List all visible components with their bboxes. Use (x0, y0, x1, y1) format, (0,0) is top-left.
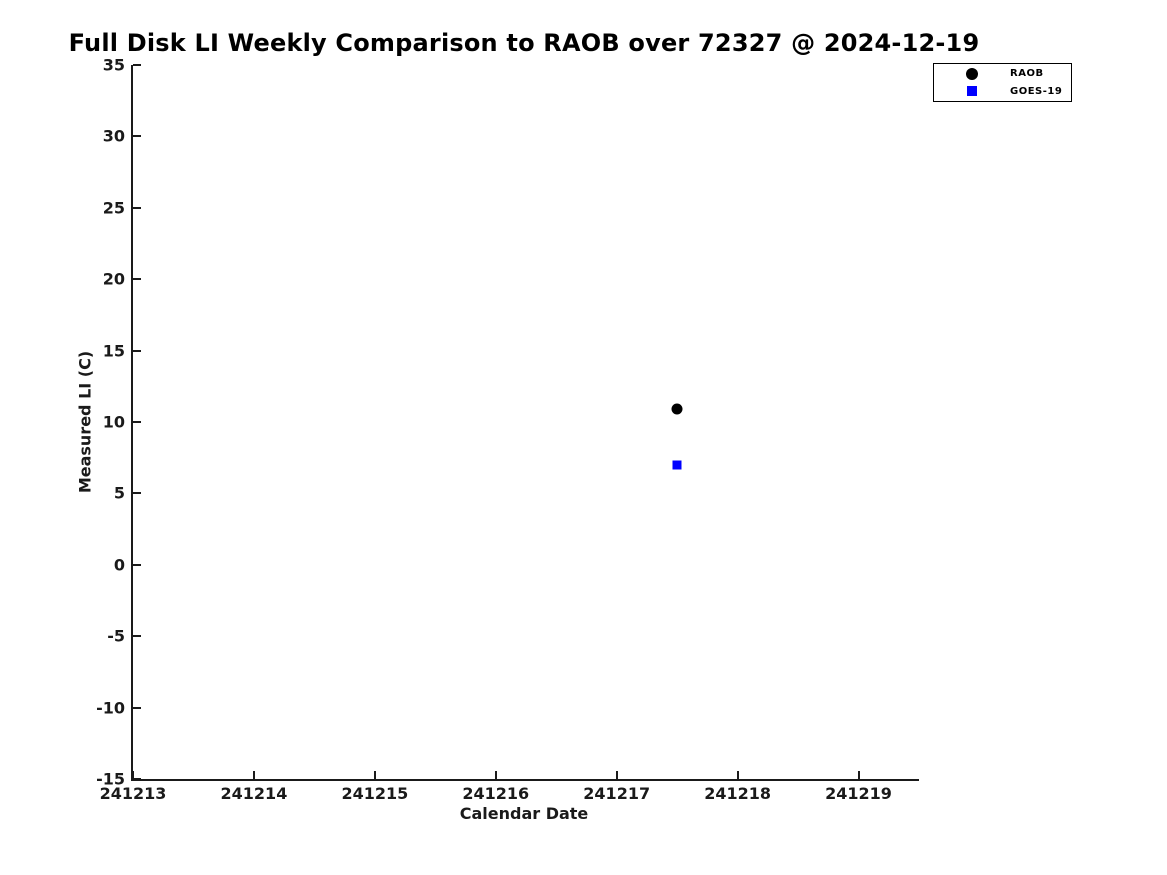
x-tick (736, 771, 739, 779)
x-tick (494, 771, 497, 779)
data-point-raob (671, 403, 683, 415)
raob-circle-icon (966, 67, 978, 80)
y-tick-label: 35 (102, 55, 125, 75)
y-tick (133, 778, 141, 780)
legend-marker-cell (960, 86, 984, 97)
x-tick (615, 771, 618, 779)
y-axis-label: Measured LI (C) (75, 350, 95, 494)
x-tick-label: 241213 (99, 784, 167, 803)
y-tick (133, 563, 141, 566)
x-tick (132, 771, 134, 779)
x-axis-label: Calendar Date (459, 804, 589, 823)
x-tick-label: 241215 (341, 784, 409, 803)
y-tick-label: 15 (102, 341, 125, 361)
x-tick (373, 771, 376, 779)
x-tick-label: 241214 (220, 784, 288, 803)
legend-marker-cell (960, 67, 984, 80)
x-tick (857, 771, 860, 779)
x-tick-label: 241219 (825, 784, 892, 803)
y-tick-label: 20 (102, 269, 125, 289)
y-tick-label: -10 (96, 698, 125, 718)
y-tick-label: 5 (113, 483, 125, 503)
y-tick-label: 10 (102, 412, 125, 432)
x-tick-label: 241218 (704, 784, 772, 803)
chart-title: Full Disk LI Weekly Comparison to RAOB o… (68, 29, 980, 57)
y-tick (133, 492, 141, 495)
legend-label-goes-19: GOES-19 (1010, 85, 1063, 97)
x-tick (252, 771, 255, 779)
y-tick-label: 0 (113, 555, 125, 575)
legend: RAOB GOES-19 (933, 63, 1072, 102)
y-tick-label: 25 (102, 198, 125, 218)
y-tick-label: 30 (102, 126, 125, 146)
goes-19-square-icon (967, 86, 977, 97)
y-tick (133, 706, 141, 709)
y-tick (133, 349, 141, 352)
legend-label-raob: RAOB (1010, 68, 1044, 80)
data-point-goes-19 (672, 460, 682, 470)
y-tick (133, 135, 141, 138)
y-tick (133, 206, 141, 209)
y-tick (133, 421, 141, 423)
y-tick-label: -5 (107, 626, 125, 646)
x-tick-label: 241216 (462, 784, 530, 803)
y-tick (133, 278, 141, 281)
x-tick-label: 241217 (583, 784, 651, 803)
legend-entry-raob: RAOB (934, 66, 1071, 82)
plot-area: -15 -10 -5 0 5 10 15 20 25 30 35 241213 241214 241215… (96, 56, 919, 803)
y-tick (133, 64, 141, 66)
y-tick (133, 635, 141, 638)
y-tick-label: -15 (96, 769, 125, 789)
legend-entry-goes-19: GOES-19 (934, 83, 1071, 99)
